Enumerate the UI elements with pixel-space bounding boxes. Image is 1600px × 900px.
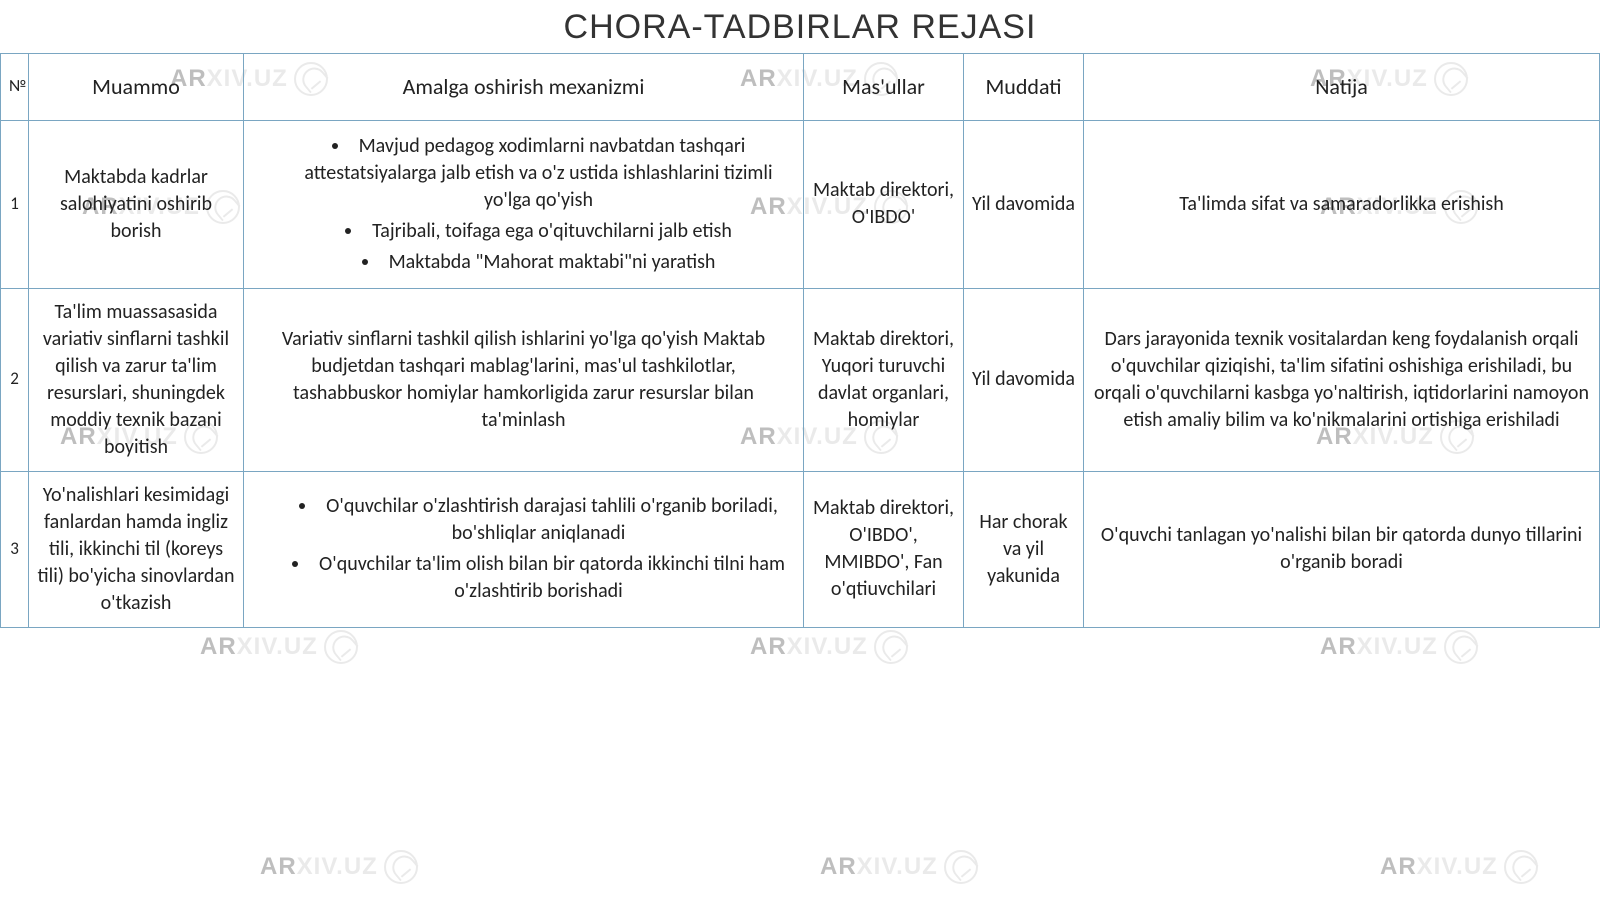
plan-table: №MuammoAmalga oshirish mexanizmiMas'ulla… (0, 53, 1600, 628)
amalga-list: O'quvchilar o'zlashtirish darajasi tahli… (252, 491, 795, 607)
col-header-muddat: Muddati (964, 54, 1084, 121)
cell-muddat: Har chorak va yil yakunida (964, 471, 1084, 627)
amalga-list: Mavjud pedagog xodimlarni navbatdan tash… (252, 131, 795, 278)
watermark: ARXIV.UZ (1320, 630, 1478, 664)
table-header-row: №MuammoAmalga oshirish mexanizmiMas'ulla… (1, 54, 1600, 121)
clip-icon (324, 630, 358, 664)
cell-num: 3 (1, 471, 29, 627)
cell-natija: Ta'limda sifat va samaradorlikka erishis… (1084, 120, 1600, 288)
list-item: Tajribali, toifaga ega o'qituvchilarni j… (282, 216, 795, 247)
cell-amalga: Mavjud pedagog xodimlarni navbatdan tash… (244, 120, 804, 288)
cell-masul: Maktab direktori, Yuqori turuvchi davlat… (804, 288, 964, 471)
list-item: Maktabda "Mahorat maktabi"ni yaratish (282, 247, 795, 278)
col-header-natija: Natija (1084, 54, 1600, 121)
cell-natija: O'quvchi tanlagan yo'nalishi bilan bir q… (1084, 471, 1600, 627)
col-header-num: № (1, 54, 29, 121)
watermark-text: ARXIV.UZ (200, 633, 318, 661)
cell-muddat: Yil davomida (964, 288, 1084, 471)
col-header-amalga: Amalga oshirish mexanizmi (244, 54, 804, 121)
col-header-masul: Mas'ullar (804, 54, 964, 121)
table-row: 2Ta'lim muassasasida variativ sinflarni … (1, 288, 1600, 471)
watermark-text: ARXIV.UZ (1380, 853, 1498, 881)
cell-masul: Maktab direktori, O'IBDO' (804, 120, 964, 288)
cell-muddat: Yil davomida (964, 120, 1084, 288)
col-header-muammo: Muammo (29, 54, 244, 121)
table-header: №MuammoAmalga oshirish mexanizmiMas'ulla… (1, 54, 1600, 121)
cell-amalga: Variativ sinflarni tashkil qilish ishlar… (244, 288, 804, 471)
table-body: 1Maktabda kadrlar salohiyatini oshirib b… (1, 120, 1600, 627)
cell-natija: Dars jarayonida texnik vositalardan keng… (1084, 288, 1600, 471)
page-title: CHORA-TADBIRLAR REJASI (0, 8, 1600, 47)
clip-icon (1504, 850, 1538, 884)
clip-icon (874, 630, 908, 664)
content-area: CHORA-TADBIRLAR REJASI №MuammoAmalga osh… (0, 0, 1600, 628)
watermark-text: ARXIV.UZ (820, 853, 938, 881)
cell-num: 2 (1, 288, 29, 471)
watermark-text: ARXIV.UZ (1320, 633, 1438, 661)
cell-muammo: Maktabda kadrlar salohiyatini oshirib bo… (29, 120, 244, 288)
cell-muammo: Yo'nalishlari kesimidagi fanlardan hamda… (29, 471, 244, 627)
watermark: ARXIV.UZ (260, 850, 418, 884)
list-item: O'quvchilar o'zlashtirish darajasi tahli… (282, 491, 795, 549)
table-row: 3Yo'nalishlari kesimidagi fanlardan hamd… (1, 471, 1600, 627)
cell-num: 1 (1, 120, 29, 288)
watermark: ARXIV.UZ (750, 630, 908, 664)
list-item: Mavjud pedagog xodimlarni navbatdan tash… (282, 131, 795, 216)
watermark: ARXIV.UZ (200, 630, 358, 664)
amalga-text: Variativ sinflarni tashkil qilish ishlar… (252, 326, 795, 434)
watermark-text: ARXIV.UZ (260, 853, 378, 881)
clip-icon (1444, 630, 1478, 664)
table-row: 1Maktabda kadrlar salohiyatini oshirib b… (1, 120, 1600, 288)
watermark: ARXIV.UZ (820, 850, 978, 884)
clip-icon (944, 850, 978, 884)
clip-icon (384, 850, 418, 884)
cell-amalga: O'quvchilar o'zlashtirish darajasi tahli… (244, 471, 804, 627)
list-item: O'quvchilar ta'lim olish bilan bir qator… (282, 549, 795, 607)
watermark-text: ARXIV.UZ (750, 633, 868, 661)
cell-masul: Maktab direktori, O'IBDO', MMIBDO', Fan … (804, 471, 964, 627)
watermark: ARXIV.UZ (1380, 850, 1538, 884)
cell-muammo: Ta'lim muassasasida variativ sinflarni t… (29, 288, 244, 471)
